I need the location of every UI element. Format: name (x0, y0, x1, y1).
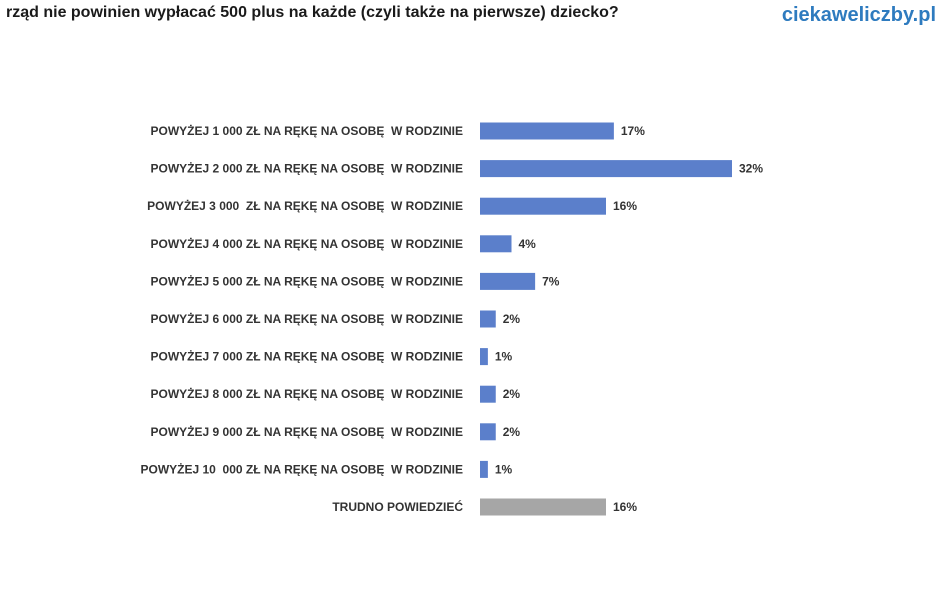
value-label: 2% (503, 425, 521, 439)
category-label: POWYŻEJ 7 000 ZŁ NA RĘKĘ NA OSOBĘ W RODZ… (151, 349, 464, 364)
category-label: POWYŻEJ 8 000 ZŁ NA RĘKĘ NA OSOBĘ W RODZ… (151, 386, 464, 401)
value-label: 2% (503, 312, 521, 326)
value-label: 17% (621, 124, 645, 138)
category-label: TRUDNO POWIEDZIEĆ (332, 499, 463, 514)
category-label: POWYŻEJ 1 000 ZŁ NA RĘKĘ NA OSOBĘ W RODZ… (151, 123, 464, 138)
value-label: 7% (542, 274, 560, 288)
bar (480, 197, 606, 215)
bar (480, 122, 614, 140)
category-label: POWYŻEJ 10 000 ZŁ NA RĘKĘ NA OSOBĘ W ROD… (141, 461, 464, 476)
bar (480, 160, 732, 178)
category-label: POWYŻEJ 2 000 ZŁ NA RĘKĘ NA OSOBĘ W RODZ… (151, 161, 464, 176)
category-label: POWYŻEJ 4 000 ZŁ NA RĘKĘ NA OSOBĘ W RODZ… (151, 236, 464, 251)
bar (480, 235, 512, 253)
value-label: 4% (519, 237, 537, 251)
category-label: POWYŻEJ 9 000 ZŁ NA RĘKĘ NA OSOBĘ W RODZ… (151, 424, 464, 439)
category-label: POWYŻEJ 5 000 ZŁ NA RĘKĘ NA OSOBĘ W RODZ… (151, 273, 464, 288)
value-label: 16% (613, 500, 637, 514)
bar (480, 423, 496, 441)
brand-logo-text: ciekaweliczby.pl (781, 4, 936, 26)
value-label: 1% (495, 350, 513, 364)
category-label: POWYŻEJ 3 000 ZŁ NA RĘKĘ NA OSOBĘ W RODZ… (147, 198, 463, 213)
bar (480, 272, 536, 290)
value-label: 16% (613, 199, 637, 213)
bar (480, 348, 488, 366)
value-label: 32% (739, 162, 763, 176)
chart-title: rząd nie powinien wypłacać 500 plus na k… (6, 4, 619, 21)
bar (480, 310, 496, 328)
bar (480, 460, 488, 478)
bar (480, 385, 496, 403)
category-label: POWYŻEJ 6 000 ZŁ NA RĘKĘ NA OSOBĘ W RODZ… (151, 311, 464, 326)
bar (480, 498, 606, 516)
value-label: 2% (503, 387, 521, 401)
value-label: 1% (495, 462, 513, 476)
